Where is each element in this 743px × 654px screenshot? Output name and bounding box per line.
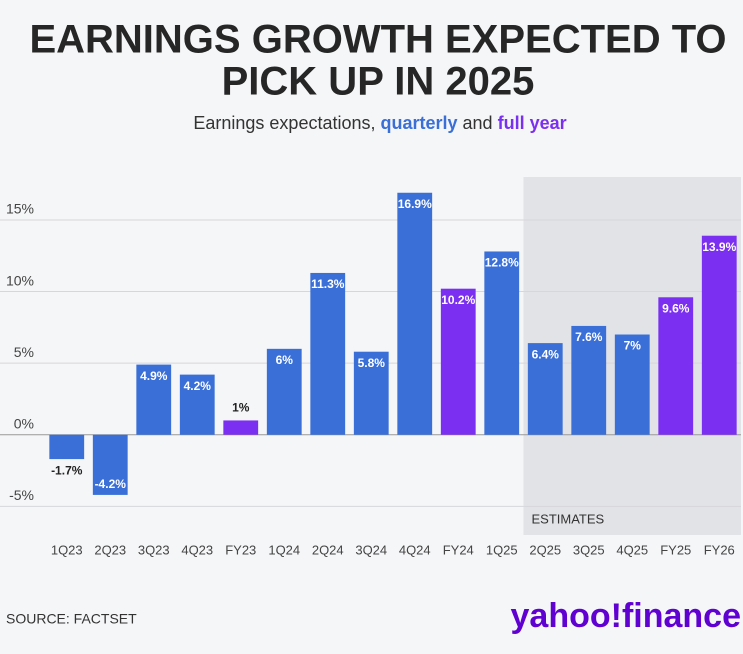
bar: [614, 334, 650, 435]
x-tick-label: 2Q23: [94, 542, 126, 557]
y-tick-label: 10%: [6, 272, 34, 288]
y-tick-label: -5%: [9, 487, 34, 503]
x-tick-label: FY26: [704, 542, 735, 557]
subtitle-part: Earnings expectations,: [193, 113, 380, 133]
x-tick-label: 1Q25: [486, 542, 518, 557]
value-label: 4.2%: [184, 379, 212, 393]
bar: [440, 288, 476, 435]
bar: [179, 374, 215, 435]
subtitle-part: quarterly: [381, 113, 458, 133]
x-tick-label: 2Q25: [529, 542, 561, 557]
logo: yahoo!finance: [511, 597, 741, 635]
x-tick-label: 4Q23: [181, 542, 213, 557]
bar: [353, 351, 389, 435]
value-label: 10.2%: [441, 293, 475, 307]
y-tick-label: 5%: [14, 344, 34, 360]
bar: [136, 364, 172, 435]
source: SOURCE: FACTSET: [6, 611, 137, 627]
value-label: 7.6%: [575, 330, 603, 344]
bar: [484, 251, 520, 435]
value-label: 5.8%: [358, 356, 386, 370]
value-label: 9.6%: [662, 301, 690, 315]
bar: [701, 235, 737, 435]
value-label: 16.9%: [398, 197, 432, 211]
bar: [49, 434, 85, 460]
chart-title: PICK UP IN 2025: [222, 60, 535, 104]
x-tick-label: 2Q24: [312, 542, 344, 557]
value-label: 13.9%: [702, 240, 736, 254]
x-tick-label: 3Q25: [573, 542, 605, 557]
x-tick-label: FY25: [660, 542, 691, 557]
x-tick-label: 3Q24: [355, 542, 387, 557]
x-tick-label: FY23: [225, 542, 256, 557]
x-tick-label: FY24: [443, 542, 474, 557]
value-label: 11.3%: [311, 277, 345, 291]
bar: [397, 192, 433, 435]
value-label: -4.2%: [95, 477, 127, 491]
bar: [310, 272, 346, 435]
x-tick-label: 4Q24: [399, 542, 431, 557]
value-label: 6.4%: [532, 347, 560, 361]
chart-title: EARNINGS GROWTH EXPECTED TO: [29, 18, 726, 62]
value-label: -1.7%: [51, 463, 83, 477]
value-label: 4.9%: [140, 369, 168, 383]
x-tick-label: 4Q25: [616, 542, 648, 557]
y-tick-label: 15%: [6, 201, 34, 217]
value-label: 6%: [276, 353, 294, 367]
bar: [266, 348, 302, 435]
value-label: 12.8%: [485, 256, 519, 270]
y-tick-label: 0%: [14, 415, 34, 431]
subtitle: Earnings expectations, quarterly and ful…: [193, 113, 566, 133]
bar: [527, 343, 563, 435]
x-tick-label: 3Q23: [138, 542, 170, 557]
x-tick-label: 1Q24: [268, 542, 300, 557]
subtitle-part: and: [458, 113, 498, 133]
value-label: 7%: [624, 339, 642, 353]
bar: [92, 434, 128, 495]
bar: [658, 297, 694, 435]
bar: [223, 420, 259, 435]
value-label: 1%: [232, 401, 250, 415]
x-tick-label: 1Q23: [51, 542, 83, 557]
subtitle-part: full year: [498, 113, 567, 133]
estimates-label: ESTIMATES: [532, 511, 605, 526]
bar: [571, 325, 607, 435]
